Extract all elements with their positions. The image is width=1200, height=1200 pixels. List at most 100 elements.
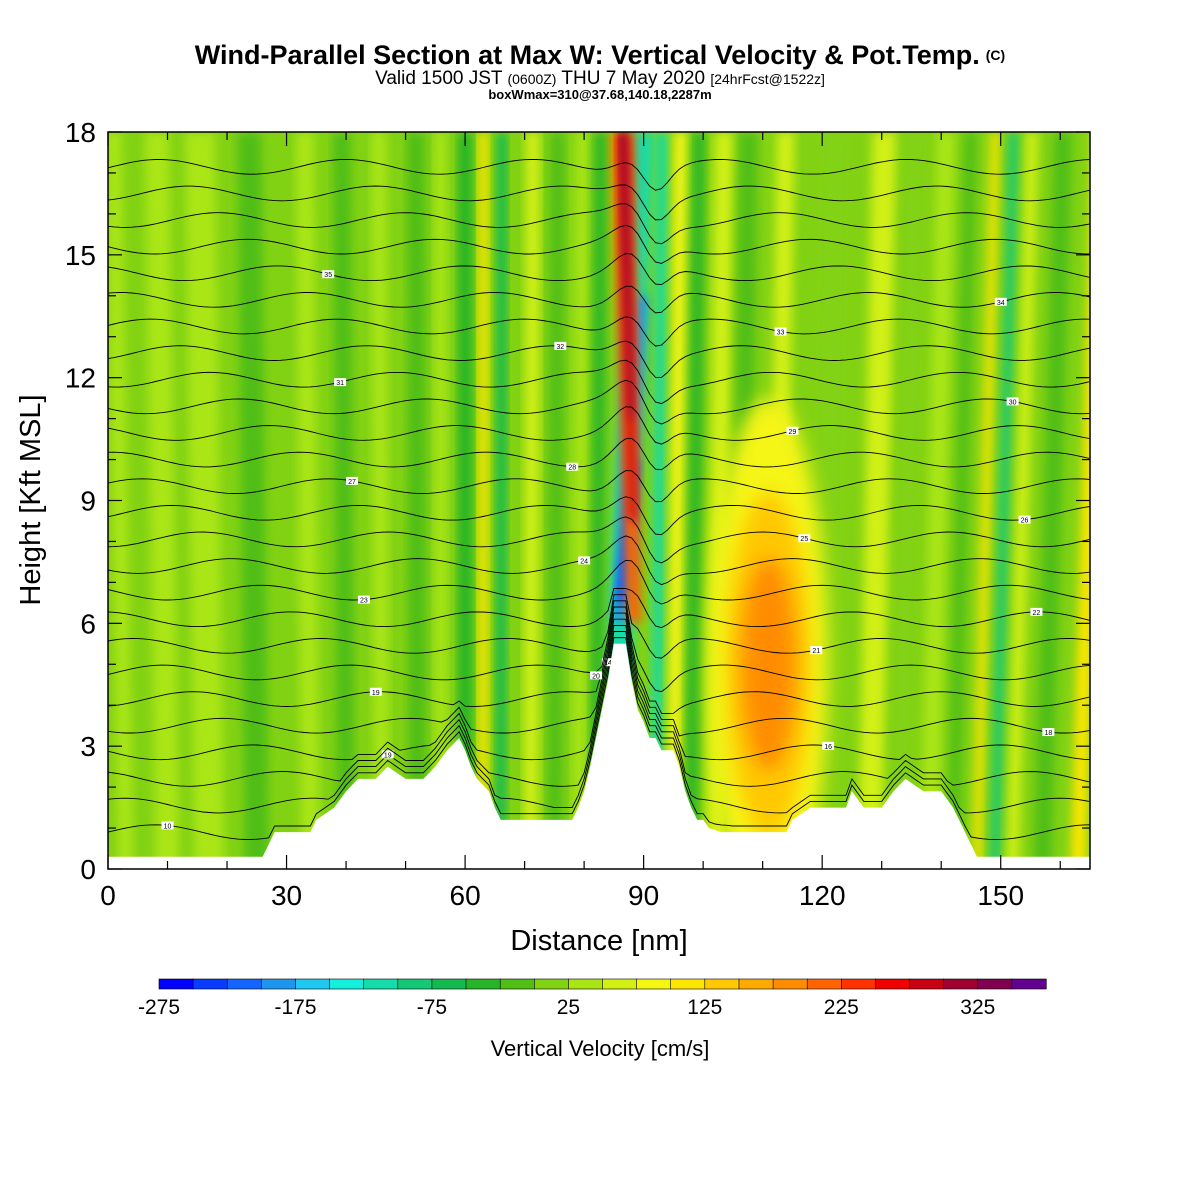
isentrope-label-box bbox=[786, 426, 799, 435]
colorbar-tick-label: 325 bbox=[960, 996, 995, 1019]
velocity-band bbox=[572, 132, 589, 869]
x-tick-label: 30 bbox=[271, 880, 302, 911]
velocity-band bbox=[1006, 132, 1039, 869]
x-axis: 0 30 60 90 120 150 bbox=[100, 132, 1061, 911]
colorbar-tick-label: -275 bbox=[138, 996, 180, 1019]
isentrope-label-box bbox=[774, 327, 787, 336]
isentrope-label-text: 31 bbox=[336, 380, 344, 387]
colorbar-swatch bbox=[636, 978, 672, 990]
velocity-band bbox=[972, 132, 1000, 869]
y-axis: 0 3 6 9 12 15 18 bbox=[65, 117, 1090, 885]
chart-title-text: Wind-Parallel Section at Max W: Vertical… bbox=[194, 40, 980, 70]
isentrope-label-box bbox=[566, 462, 579, 471]
isentrope-label-box bbox=[994, 297, 1007, 306]
isentrope-label-text: 19 bbox=[372, 690, 380, 697]
velocity-band bbox=[590, 132, 607, 869]
velocity-band bbox=[478, 132, 489, 869]
colorbar-swatch bbox=[431, 978, 467, 990]
y-tick-label: 3 bbox=[80, 731, 96, 762]
velocity-band bbox=[185, 132, 225, 869]
velocity-band bbox=[857, 132, 897, 869]
isentrope-label-text: 34 bbox=[997, 300, 1005, 307]
colorbar-swatch bbox=[260, 978, 296, 990]
velocity-band bbox=[144, 132, 180, 869]
isentrope-label: 23 bbox=[357, 595, 370, 605]
isentrope-line bbox=[108, 158, 1090, 191]
colorbar: -275 -175 -75 25 125 225 325 bbox=[138, 978, 1047, 1019]
isentrope-label: 32 bbox=[554, 341, 567, 351]
isentrope-line bbox=[108, 379, 1090, 425]
isentrope-label-text: 18 bbox=[1044, 730, 1052, 737]
chart-title-block: Wind-Parallel Section at Max W: Vertical… bbox=[0, 40, 1200, 102]
isentrope-label-text: 16 bbox=[824, 744, 832, 751]
isentrope-line bbox=[108, 285, 1090, 314]
isentrope-label-box bbox=[161, 821, 174, 830]
isentrope-label-text: 32 bbox=[556, 344, 564, 351]
isentrope-label-box bbox=[369, 687, 382, 696]
isentrope-line bbox=[108, 253, 1090, 286]
isentrope-label-text: 19 bbox=[384, 752, 392, 759]
isentrope-label-text: 14 bbox=[604, 660, 612, 667]
velocity-band bbox=[1033, 132, 1073, 869]
y-tick-label: 0 bbox=[80, 854, 96, 885]
y-tick-label: 15 bbox=[65, 240, 96, 271]
isentrope-line bbox=[108, 618, 1090, 761]
velocity-band bbox=[523, 132, 541, 869]
isentrope-line bbox=[108, 224, 1090, 264]
isentrope-label-box bbox=[798, 534, 811, 543]
colorbar-label: Vertical Velocity [cm/s] bbox=[490, 1036, 710, 1061]
isentrope-label: 33 bbox=[774, 327, 787, 337]
isentrope-label: 16 bbox=[822, 741, 835, 751]
colorbar-tick-label: 225 bbox=[824, 996, 859, 1019]
velocity-band bbox=[685, 132, 706, 869]
isentrope-line bbox=[108, 606, 1090, 714]
chart-title: Wind-Parallel Section at Max W: Vertical… bbox=[0, 40, 1200, 70]
isentrope-line bbox=[108, 637, 1090, 840]
velocity-band bbox=[371, 132, 390, 869]
isentrope-label: 26 bbox=[1018, 515, 1031, 525]
isentrope-label: 35 bbox=[322, 270, 335, 279]
velocity-band bbox=[332, 132, 355, 869]
velocity-band bbox=[295, 132, 320, 869]
isentrope-label-text: 22 bbox=[1033, 610, 1041, 617]
isentrope-label-text: 27 bbox=[348, 479, 356, 486]
colorbar-swatch bbox=[909, 978, 945, 990]
isentrope-label: 19 bbox=[381, 750, 394, 759]
isentrope-line bbox=[108, 631, 1090, 814]
isentrope-label-text: 26 bbox=[1021, 518, 1029, 525]
velocity-band bbox=[434, 132, 448, 869]
x-tick-label: 60 bbox=[450, 880, 481, 911]
isentrope-line bbox=[108, 624, 1090, 787]
isentrope-label-text: 35 bbox=[324, 272, 332, 279]
isentrope-label: 21 bbox=[810, 646, 823, 655]
terrain-layer bbox=[108, 643, 1090, 869]
isentrope-line bbox=[108, 594, 1090, 659]
colorbar-swatch bbox=[568, 978, 604, 990]
isentrope-label-text: 33 bbox=[777, 330, 785, 337]
colorbar-swatch bbox=[397, 978, 433, 990]
isentrope-line bbox=[108, 437, 1090, 471]
colorbar-tick-label: -75 bbox=[417, 996, 447, 1019]
isentrope-label: 34 bbox=[994, 297, 1007, 307]
colorbar-swatch bbox=[977, 978, 1013, 990]
isentrope-label-box bbox=[578, 556, 591, 565]
isentrope-line bbox=[108, 359, 1090, 405]
colorbar-swatch bbox=[158, 978, 194, 990]
isentrope-label: 19 bbox=[369, 687, 382, 697]
isentrope-line bbox=[108, 406, 1090, 445]
colorbar-swatch bbox=[499, 978, 535, 990]
isentrope-label-box bbox=[601, 658, 614, 667]
isentrope-label-box bbox=[810, 646, 823, 655]
x-tick-label: 0 bbox=[100, 880, 116, 911]
copyright-mark: (C) bbox=[985, 47, 1006, 63]
isentrope-line bbox=[108, 535, 1090, 586]
isentrope-label: 18 bbox=[1042, 728, 1055, 737]
isentrope-label: 22 bbox=[1030, 607, 1043, 617]
velocity-band bbox=[990, 132, 1019, 869]
isentrope-line bbox=[108, 340, 1090, 378]
valid-time-utc: (0600Z) bbox=[507, 71, 557, 87]
colorbar-tick-label: 25 bbox=[557, 996, 580, 1019]
colorbar-swatch bbox=[806, 978, 842, 990]
isentrope-label-box bbox=[822, 741, 835, 750]
y-tick-label: 18 bbox=[65, 117, 96, 148]
